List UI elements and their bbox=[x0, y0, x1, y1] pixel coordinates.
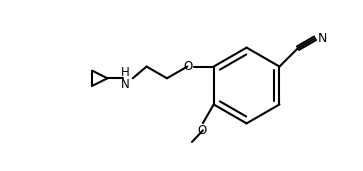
Text: H
N: H N bbox=[121, 66, 129, 91]
Text: O: O bbox=[197, 124, 207, 137]
Text: O: O bbox=[183, 60, 192, 73]
Text: N: N bbox=[318, 32, 327, 45]
